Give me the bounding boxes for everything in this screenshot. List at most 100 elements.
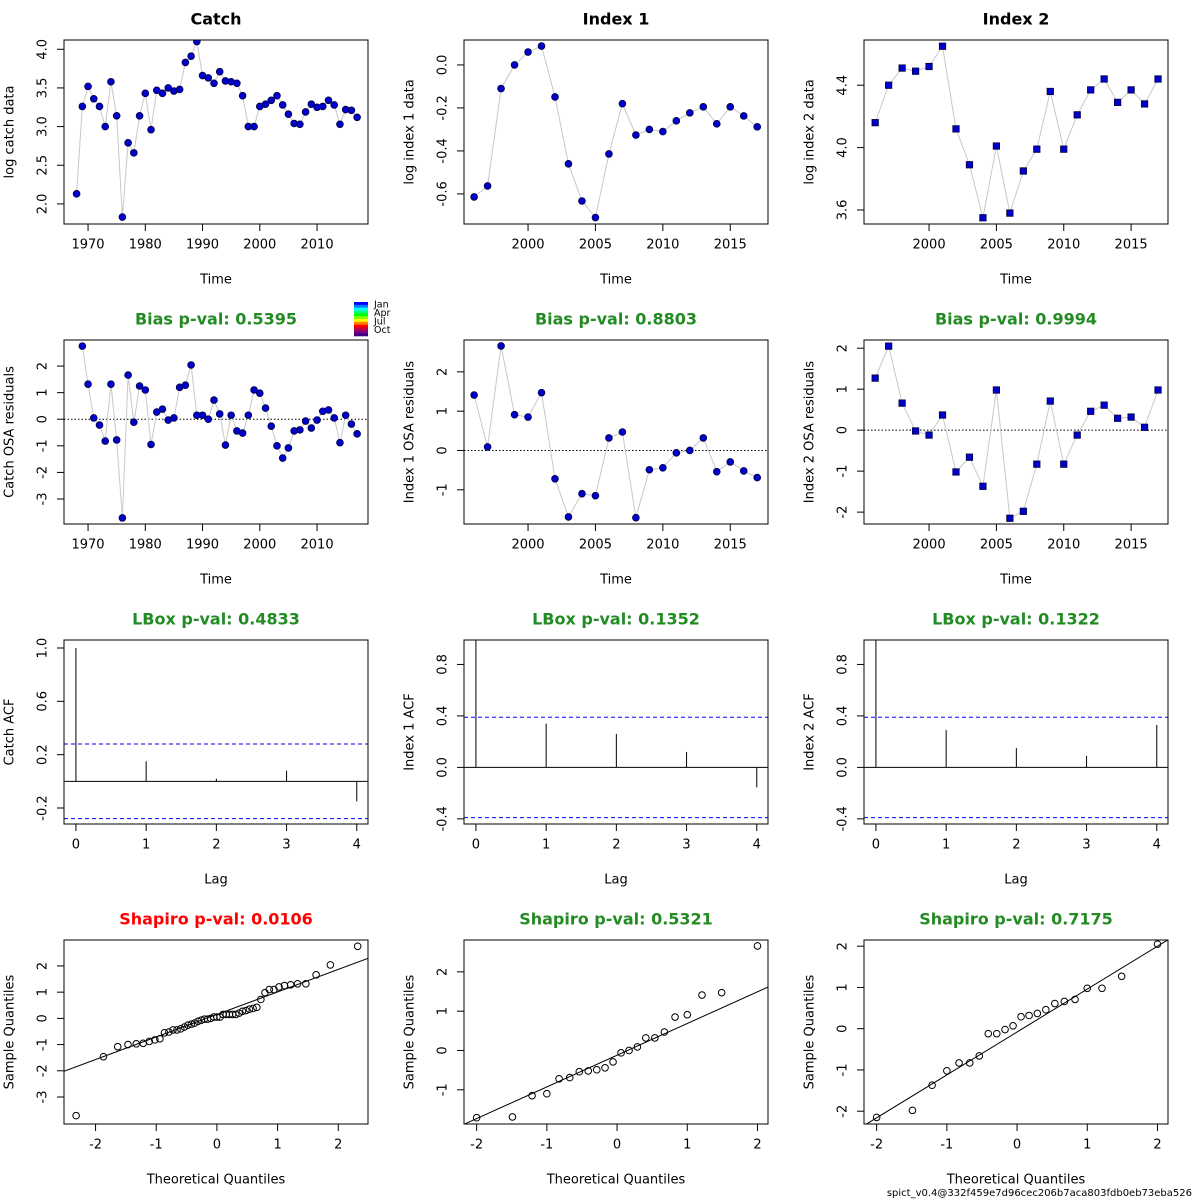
point <box>101 437 110 445</box>
plot-frame <box>863 639 1169 825</box>
plot-area <box>64 942 368 1120</box>
x-axis-label: Lag <box>604 873 627 888</box>
point <box>717 988 726 997</box>
y-axis-label: log catch data <box>3 86 18 179</box>
point <box>872 1113 881 1122</box>
x-tick-label: 0 <box>1013 1138 1021 1153</box>
legend-label: Oct <box>374 325 391 336</box>
point <box>726 458 735 466</box>
x-tick-label: 4 <box>1153 838 1161 853</box>
point <box>215 410 224 418</box>
y-tick-label: 0.0 <box>436 757 451 778</box>
panel-title: Bias p-val: 0.8803 <box>535 310 697 329</box>
point <box>238 1007 247 1016</box>
point <box>992 1029 1001 1038</box>
point <box>347 106 356 115</box>
y-axis-label: Catch ACF <box>3 699 18 766</box>
plot-area <box>64 648 368 820</box>
point <box>341 411 350 420</box>
point <box>164 84 172 92</box>
point <box>591 491 600 500</box>
point <box>1033 1009 1042 1018</box>
point <box>112 436 121 444</box>
point <box>591 213 600 222</box>
y-tick-label: 0.0 <box>836 757 851 778</box>
point <box>885 342 893 350</box>
panel-title: Index 2 <box>983 10 1050 29</box>
point <box>510 61 519 69</box>
point <box>472 1113 481 1122</box>
point <box>739 467 748 475</box>
point <box>107 380 115 388</box>
x-tick-label: 2015 <box>1115 538 1148 553</box>
point <box>699 434 708 442</box>
panel: LBox p-val: 0.1322 Lag Index 2 ACF 0 1 2 3 4 -0.… <box>803 610 1169 888</box>
point <box>181 58 190 67</box>
point <box>698 991 706 999</box>
x-tick-label: 3 <box>1082 838 1090 853</box>
panel-title: Shapiro p-val: 0.5321 <box>519 910 713 929</box>
point <box>632 513 640 522</box>
x-tick-label: 1 <box>683 1138 691 1153</box>
point <box>537 42 546 50</box>
x-tick-label: 2005 <box>980 538 1013 553</box>
point <box>89 414 98 422</box>
point <box>753 942 762 950</box>
point <box>952 125 960 133</box>
point <box>712 120 721 128</box>
y-axis-label: log index 1 data <box>403 79 418 184</box>
point <box>955 1059 963 1067</box>
point <box>908 1106 917 1115</box>
y-tick-label: 3.6 <box>836 200 851 221</box>
y-tick-label: 3.0 <box>36 116 51 137</box>
panel: Index 2 Time log index 2 data 2000 2005 2010 2… <box>803 10 1169 288</box>
x-tick-label: 1980 <box>129 538 162 553</box>
point <box>565 1073 574 1082</box>
y-tick-label: 0.4 <box>836 706 851 727</box>
point <box>95 102 104 111</box>
plot-area <box>871 42 1162 222</box>
point <box>683 1010 692 1019</box>
x-axis-label: Lag <box>204 873 227 888</box>
point <box>124 1040 132 1049</box>
point <box>273 91 281 100</box>
legend-color <box>354 330 368 334</box>
y-tick-label: 2 <box>836 344 851 352</box>
point <box>739 112 748 120</box>
panel: Catch Time log catch data 1970 1980 1990 2000 2… <box>3 10 369 288</box>
point <box>753 123 762 131</box>
point <box>1017 1012 1025 1021</box>
point <box>278 101 287 109</box>
point <box>984 1029 993 1038</box>
point <box>508 1113 517 1121</box>
point <box>184 1021 192 1029</box>
plot-area <box>464 942 768 1124</box>
point <box>238 91 247 100</box>
x-tick-label: 2010 <box>301 538 334 553</box>
point <box>1051 999 1059 1008</box>
point <box>99 1052 108 1061</box>
point <box>578 197 586 205</box>
point <box>470 193 478 201</box>
x-tick-label: 2 <box>1153 1138 1161 1153</box>
point <box>330 101 339 109</box>
panel: Bias p-val: 0.9994 Time Index 2 OSA residu… <box>803 310 1169 588</box>
point <box>124 371 132 379</box>
point <box>267 96 276 105</box>
point <box>95 421 104 429</box>
x-axis-label: Time <box>599 573 632 588</box>
y-tick-label: 1.0 <box>36 638 51 659</box>
y-tick-label: -1 <box>836 1063 851 1076</box>
y-tick-label: 0 <box>836 1025 851 1033</box>
point <box>221 441 230 449</box>
point <box>107 77 115 86</box>
plot-frame <box>463 639 769 825</box>
panel: Shapiro p-val: 0.5321 Theoretical Quantil… <box>403 910 769 1188</box>
series-line <box>473 345 758 519</box>
point <box>925 62 933 71</box>
x-tick-label: -1 <box>150 1138 163 1153</box>
point <box>326 961 335 969</box>
x-tick-label: 2010 <box>301 238 334 253</box>
panel: LBox p-val: 0.4833 Lag Catch ACF 0 1 2 3 4 -0.2 0… <box>3 610 369 888</box>
point <box>238 429 247 437</box>
